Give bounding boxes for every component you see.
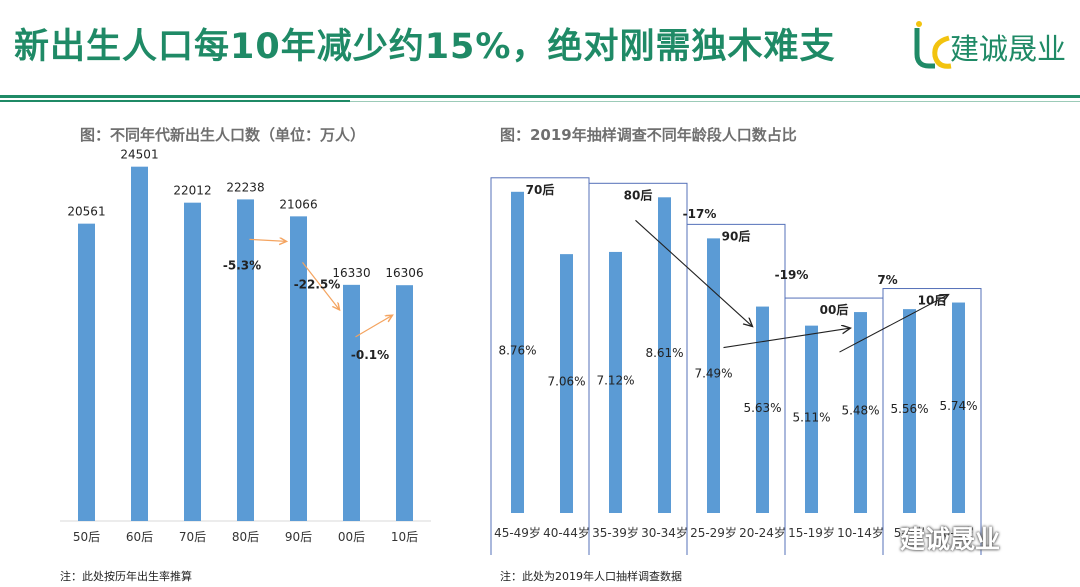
x-tick-label: 50后	[73, 530, 100, 544]
data-label: 5.56%	[890, 402, 928, 416]
trend-arrow	[635, 219, 753, 326]
bar-35-39岁	[609, 251, 622, 513]
bar-0-4岁	[952, 302, 965, 513]
x-tick-label: 10后	[391, 530, 418, 544]
bar-50后	[78, 223, 95, 521]
data-label: 7.12%	[596, 373, 634, 387]
data-label: 7.49%	[694, 367, 732, 381]
trend-arrow	[355, 315, 393, 338]
trend-arrow	[249, 239, 287, 241]
data-label: 5.48%	[841, 404, 879, 418]
group-label: 00后	[820, 302, 849, 317]
group-label: 70后	[526, 182, 555, 197]
left-bar-chart: 20561 50后 24501 60后 22012 70后 22238 80后 21066 90后…	[60, 148, 431, 544]
bar-90后	[290, 216, 307, 521]
left-chart-title: 图：不同年代新出生人口数（单位：万人）	[80, 126, 366, 144]
bar-40-44岁	[560, 254, 573, 513]
bar-45-49岁	[511, 191, 524, 514]
bar-30-34岁	[658, 197, 671, 514]
logo-mark-c	[932, 35, 952, 69]
bar-00后	[343, 284, 360, 521]
header-rule	[0, 95, 1080, 98]
bar-80后	[237, 199, 254, 521]
bar-10后	[396, 285, 413, 521]
header-rule-accent	[0, 100, 350, 102]
data-label: 16330	[332, 266, 370, 280]
trend-arrow	[839, 295, 949, 353]
age-group-frame	[588, 182, 688, 555]
change-annotation: -0.1%	[351, 348, 389, 362]
page-title: 新出生人口每10年减少约15%，绝对刚需独木难支	[14, 27, 836, 67]
data-label: 22012	[173, 184, 211, 198]
age-group-frame	[882, 288, 982, 555]
data-label: 16306	[385, 266, 423, 280]
x-tick-label: 5-9岁	[894, 525, 926, 540]
x-tick-label: 0-4岁	[943, 525, 975, 540]
data-label: 5.74%	[939, 399, 977, 413]
data-label: 22238	[226, 180, 264, 194]
logo-mark-dot	[916, 21, 922, 27]
group-label: 90后	[722, 228, 751, 243]
bar-20-24岁	[756, 306, 769, 513]
x-tick-label: 00后	[338, 530, 365, 544]
x-tick-label: 30-34岁	[641, 525, 688, 540]
watermark: 建诚晟业	[900, 525, 1001, 554]
data-label: 8.61%	[645, 346, 683, 360]
brand-logo	[914, 21, 952, 69]
x-tick-label: 20-24岁	[739, 525, 786, 540]
x-tick-label: 45-49岁	[494, 525, 541, 540]
x-tick-label: 10-14岁	[837, 525, 884, 540]
change-annotation: -17%	[683, 207, 717, 221]
group-label: 80后	[624, 187, 653, 202]
x-tick-label: 70后	[179, 530, 206, 544]
bar-5-9岁	[903, 309, 916, 513]
right-bar-chart: 70后 80后 90后 00后 10后 8.76% 45-49岁 7.06% 40-44岁 7.1…	[490, 177, 982, 555]
change-annotation: 7%	[877, 273, 897, 287]
right-chart-note: 注：此处为2019年人口抽样调查数据	[500, 570, 682, 583]
x-tick-label: 40-44岁	[543, 525, 590, 540]
change-annotation: -22.5%	[294, 277, 341, 291]
data-label: 7.06%	[547, 375, 585, 389]
data-label: 5.63%	[743, 401, 781, 415]
data-label: 21066	[279, 197, 317, 211]
data-label: 5.11%	[792, 410, 830, 424]
bar-15-19岁	[805, 325, 818, 513]
age-group-frame	[490, 177, 590, 555]
bar-70后	[184, 202, 201, 521]
x-tick-label: 90后	[285, 530, 312, 544]
bar-60后	[131, 166, 148, 521]
x-tick-label: 25-29岁	[690, 525, 737, 540]
change-annotation: -19%	[775, 268, 809, 282]
group-label: 10后	[918, 293, 947, 308]
left-chart-note: 注：此处按历年出生率推算	[60, 570, 192, 583]
trend-arrow	[723, 328, 851, 349]
brand-name: 建诚晟业	[950, 32, 1067, 66]
x-tick-label: 80后	[232, 530, 259, 544]
bar-25-29岁	[707, 238, 720, 513]
x-tick-label: 60后	[126, 530, 153, 544]
change-annotation: -5.3%	[223, 258, 261, 272]
bar-10-14岁	[854, 312, 867, 513]
trend-arrow	[302, 261, 340, 309]
data-label: 24501	[120, 148, 158, 162]
x-tick-label: 15-19岁	[788, 525, 835, 540]
logo-mark-j	[914, 28, 935, 69]
data-label: 20561	[67, 205, 105, 219]
data-label: 8.76%	[498, 343, 536, 357]
right-chart-title: 图：2019年抽样调查不同年龄段人口数占比	[500, 126, 797, 144]
age-group-frame	[686, 223, 786, 555]
header-rule-thin	[350, 101, 1080, 102]
x-tick-label: 35-39岁	[592, 525, 639, 540]
